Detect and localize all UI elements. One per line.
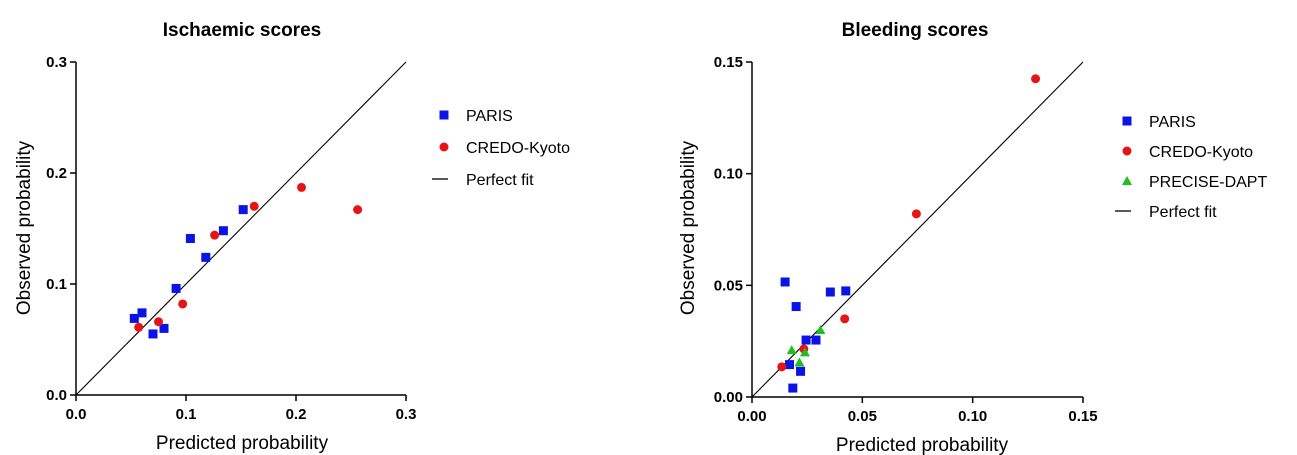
- legend-marker: [439, 142, 449, 152]
- data-point: [841, 286, 851, 296]
- y-tick-label: 0.10: [714, 166, 743, 183]
- data-point: [788, 383, 798, 393]
- legend-item: Perfect fit: [1115, 204, 1217, 221]
- data-point: [178, 299, 188, 309]
- legend-item: PRECISE-DAPT: [1122, 174, 1267, 191]
- y-tick-label: 0.15: [714, 54, 743, 71]
- data-point: [148, 329, 158, 339]
- data-point: [171, 283, 181, 293]
- legend-item: Perfect fit: [432, 172, 534, 189]
- data-point: [137, 308, 147, 318]
- data-point: [129, 313, 139, 323]
- data-point: [201, 252, 211, 262]
- legend-label: CREDO-Kyoto: [1149, 144, 1253, 161]
- axis-ticks: 0.00 0.05 0.10 0.15 0.00 0.05 0.10 0.15: [714, 54, 1098, 425]
- x-tick-label: 0.2: [286, 406, 307, 423]
- data-points: [777, 74, 1041, 393]
- data-point: [218, 226, 228, 236]
- data-point: [794, 357, 805, 367]
- x-tick-label: 0.10: [958, 408, 987, 425]
- legend-item: CREDO-Kyoto: [1122, 144, 1253, 161]
- legend: PARIS CREDO-Kyoto PRECISE-DAPT Perfect fit: [1115, 114, 1267, 221]
- data-point: [210, 230, 220, 240]
- x-tick-label: 0.0: [66, 406, 87, 423]
- data-point: [249, 201, 259, 211]
- y-axis-label: Observed probability: [14, 140, 35, 315]
- x-tick-label: 0.15: [1068, 408, 1097, 425]
- y-tick-label: 0.00: [714, 389, 743, 406]
- data-point: [1031, 74, 1041, 84]
- data-point: [825, 287, 835, 297]
- legend-marker: [1122, 116, 1132, 126]
- data-point: [799, 347, 810, 357]
- y-tick-label: 0.2: [46, 165, 67, 182]
- data-point: [154, 317, 163, 327]
- y-tick-label: 0.3: [46, 54, 67, 71]
- legend-item: PARIS: [1122, 114, 1196, 131]
- data-point: [811, 335, 821, 345]
- legend-label: PRECISE-DAPT: [1149, 174, 1267, 191]
- chart-title: Bleeding scores: [842, 20, 989, 41]
- data-point: [134, 322, 144, 332]
- data-point: [159, 323, 169, 333]
- data-point: [185, 233, 195, 243]
- x-axis-label: Predicted probability: [156, 433, 329, 454]
- x-tick-label: 0.00: [737, 408, 766, 425]
- legend-marker: [1122, 176, 1132, 185]
- y-axis-label: Observed probability: [678, 140, 699, 315]
- legend-label: CREDO-Kyoto: [466, 140, 570, 157]
- data-point: [777, 362, 787, 372]
- legend-label: Perfect fit: [1149, 204, 1217, 221]
- y-tick-label: 0.05: [714, 277, 743, 294]
- x-tick-label: 0.1: [176, 406, 197, 423]
- x-tick-label: 0.3: [396, 406, 417, 423]
- data-point: [785, 360, 795, 370]
- plot-area: 0.00 0.05 0.10 0.15 0.00 0.05 0.10 0.15: [714, 54, 1098, 425]
- data-point: [353, 205, 363, 215]
- legend-item: CREDO-Kyoto: [439, 140, 570, 157]
- legend-label: Perfect fit: [466, 172, 534, 189]
- plot-area: 0.0 0.1 0.2 0.3 0.0 0.1 0.2 0.3: [46, 54, 416, 423]
- chart-ischaemic: Ischaemic scores Observed probability Pr…: [14, 20, 570, 454]
- axis-ticks: 0.0 0.1 0.2 0.3 0.0 0.1 0.2 0.3: [46, 54, 416, 423]
- data-point: [801, 335, 811, 345]
- legend-marker: [1122, 146, 1132, 156]
- data-point: [911, 209, 921, 219]
- data-point: [815, 325, 826, 334]
- legend-marker: [439, 110, 449, 120]
- legend-item: PARIS: [439, 108, 513, 125]
- data-point: [840, 314, 850, 324]
- data-points: [129, 182, 363, 339]
- data-point: [791, 302, 801, 312]
- chart-bleeding: Bleeding scores Observed probability Pre…: [678, 20, 1267, 455]
- perfect-fit-line: [75, 61, 407, 396]
- data-point: [238, 205, 248, 215]
- legend-label: PARIS: [466, 108, 513, 125]
- data-point: [780, 277, 790, 287]
- data-point: [796, 366, 806, 376]
- chart-title: Ischaemic scores: [163, 20, 321, 41]
- legend: PARIS CREDO-Kyoto Perfect fit: [432, 108, 570, 189]
- x-tick-label: 0.05: [848, 408, 877, 425]
- legend-label: PARIS: [1149, 114, 1196, 131]
- data-point: [786, 345, 797, 355]
- x-axis-label: Predicted probability: [836, 435, 1009, 455]
- data-point: [297, 182, 306, 192]
- y-tick-label: 0.0: [46, 387, 67, 404]
- y-tick-label: 0.1: [46, 276, 67, 293]
